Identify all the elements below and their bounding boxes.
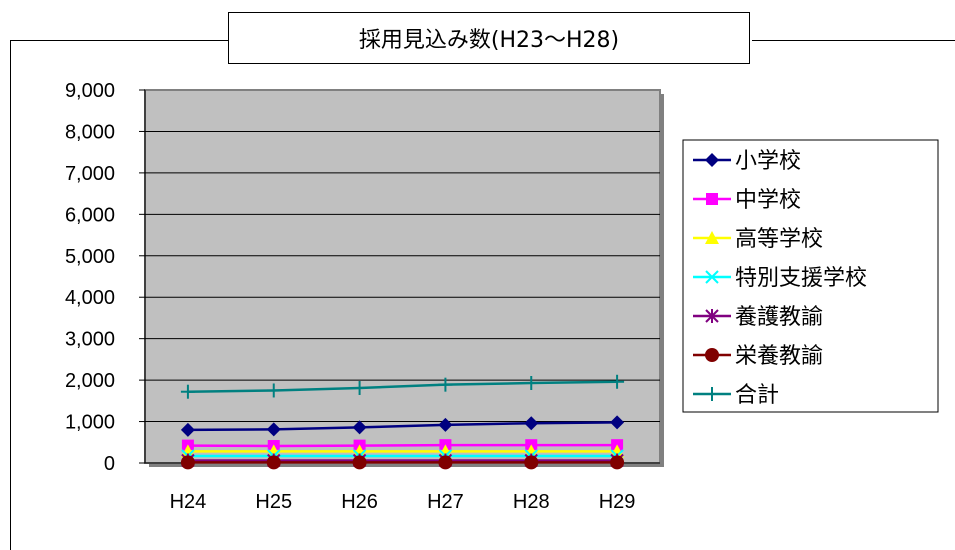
series-2: [180, 444, 625, 458]
y-tick-label: 4,000: [65, 287, 115, 309]
series-line: [187, 443, 618, 448]
y-tick-label: 3,000: [65, 329, 115, 351]
y-tick-label: 0: [104, 453, 115, 475]
legend-marker: [705, 231, 719, 244]
legend-label: 特別支援学校: [735, 266, 867, 291]
data-point: [438, 444, 453, 458]
series-5: [180, 455, 625, 470]
y-tick-label: 1,000: [65, 412, 115, 434]
series-6: [180, 374, 625, 399]
plot-area-group: [144, 89, 664, 467]
x-tick-label: H28: [513, 491, 550, 513]
series-group: [180, 374, 625, 470]
data-point: [180, 455, 195, 470]
x-tick-label: H26: [341, 491, 378, 513]
data-point: [524, 455, 539, 470]
legend-label: 合計: [735, 383, 779, 408]
plot-side-wall: [660, 94, 664, 463]
data-point: [352, 420, 367, 435]
data-point: [352, 380, 367, 395]
data-point: [524, 444, 539, 458]
series-line: [187, 380, 618, 393]
data-point: [524, 416, 539, 431]
y-tick-label: 7,000: [65, 163, 115, 185]
frame-border-top-right: [752, 40, 955, 41]
legend-label: 小学校: [735, 149, 801, 174]
x-tick-label: H25: [255, 491, 292, 513]
data-point: [352, 455, 367, 470]
data-point: [266, 383, 281, 398]
plot-floor: [149, 463, 664, 467]
legend-label: 中学校: [735, 188, 801, 213]
x-tick-label: H29: [599, 491, 636, 513]
data-point: [266, 444, 281, 458]
data-point: [180, 384, 195, 399]
chart-title-box: 採用見込み数(H23～H28): [228, 12, 750, 64]
data-point: [352, 444, 367, 458]
legend-label: 高等学校: [735, 227, 823, 252]
frame-border-left: [10, 40, 11, 550]
data-point: [610, 444, 625, 458]
legend-marker: [705, 270, 719, 284]
plot-background: [145, 90, 660, 463]
data-point: [180, 444, 195, 458]
data-point: [438, 377, 453, 392]
data-point: [438, 455, 453, 470]
legend-marker: [705, 153, 719, 167]
legend-label: 栄養教諭: [735, 344, 823, 369]
data-point: [180, 422, 195, 437]
legend-marker: [705, 387, 719, 401]
frame-border-top-left: [10, 40, 228, 41]
legend-marker: [706, 193, 718, 205]
y-tick-label: 6,000: [65, 204, 115, 226]
chart-title: 採用見込み数(H23～H28): [358, 28, 620, 53]
series-line: [187, 421, 618, 432]
y-tick-label: 5,000: [65, 246, 115, 268]
series-0: [180, 415, 625, 437]
y-tick-label: 9,000: [65, 80, 115, 102]
y-tick-label: 8,000: [65, 121, 115, 143]
legend-marker: [705, 348, 719, 362]
legend-label: 養護教諭: [735, 305, 823, 330]
data-point: [610, 455, 625, 470]
data-point: [610, 374, 625, 389]
legend-marker: [705, 309, 719, 323]
data-point: [266, 455, 281, 470]
data-point: [524, 376, 539, 391]
data-point: [266, 422, 281, 437]
y-tick-label: 2,000: [65, 370, 115, 392]
data-point: [438, 417, 453, 432]
data-point: [610, 415, 625, 430]
x-tick-label: H24: [170, 491, 207, 513]
x-tick-label: H27: [427, 491, 464, 513]
